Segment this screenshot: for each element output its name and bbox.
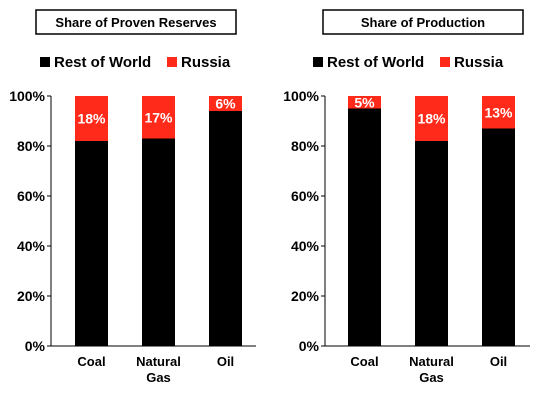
x-category-label: Gas [146,370,171,385]
y-tick-label: 100% [9,88,45,104]
bar-oil-russia [209,96,242,111]
data-label-natural-gas: 18% [417,111,446,127]
bar-oil-russia [482,96,515,129]
y-axis-ticks: 0% 20% 40% 60% 80% 100% [9,88,51,354]
data-label-coal: 18% [77,111,106,127]
chart-panel-production: Share of Production Rest of World Russia… [283,9,530,385]
bar-natural-gas-russia [415,96,448,141]
x-category-label: Gas [419,370,444,385]
x-category-label: Coal [77,354,105,369]
legend-swatch-russia [440,57,450,67]
legend-swatch-rest-of-world [40,57,50,67]
x-category-label: Natural [409,354,454,369]
chart-title: Share of Proven Reserves [55,15,216,30]
y-tick-label: 80% [17,138,46,154]
y-tick-label: 0% [25,338,46,354]
y-tick-label: 40% [291,238,320,254]
y-tick-label: 40% [17,238,46,254]
bar-coal-russia [75,96,108,141]
data-label-oil: 6% [215,96,236,112]
y-tick-label: 0% [299,338,320,354]
data-label-oil: 13% [484,104,513,120]
x-category-label: Coal [350,354,378,369]
y-tick-label: 80% [291,138,320,154]
legend-label-russia: Russia [454,54,504,71]
bar-oil-rest-of-world [482,128,515,346]
x-category-label: Oil [217,354,234,369]
data-label-coal: 5% [354,94,375,110]
legend-swatch-russia [167,57,177,67]
bars: 18% 17% 6% [75,96,242,346]
data-label-natural-gas: 17% [144,109,173,125]
chart-title: Share of Production [361,15,485,30]
legend-label-rest-of-world: Rest of World [54,54,151,71]
bar-natural-gas-russia [142,96,175,139]
y-tick-label: 100% [283,88,319,104]
legend-label-rest-of-world: Rest of World [327,54,424,71]
legend-label-russia: Russia [181,54,231,71]
chart-panel-reserves: Share of Proven Reserves Rest of World R… [9,9,256,385]
x-category-label: Natural [136,354,181,369]
x-category-label: Oil [490,354,507,369]
bar-coal-russia [348,96,381,109]
bar-coal-rest-of-world [348,108,381,346]
bar-oil-rest-of-world [209,111,242,346]
y-tick-label: 60% [17,188,46,204]
bar-natural-gas-rest-of-world [415,141,448,346]
bar-natural-gas-rest-of-world [142,138,175,346]
y-tick-label: 20% [291,288,320,304]
chart-title-box [322,9,524,35]
chart-title-box [35,9,237,35]
bars: 5% 18% 13% [348,94,515,346]
y-axis-ticks: 0% 20% 40% 60% 80% 100% [283,88,325,354]
legend-swatch-rest-of-world [313,57,323,67]
y-tick-label: 20% [17,288,46,304]
bar-coal-rest-of-world [75,141,108,346]
y-tick-label: 60% [291,188,320,204]
